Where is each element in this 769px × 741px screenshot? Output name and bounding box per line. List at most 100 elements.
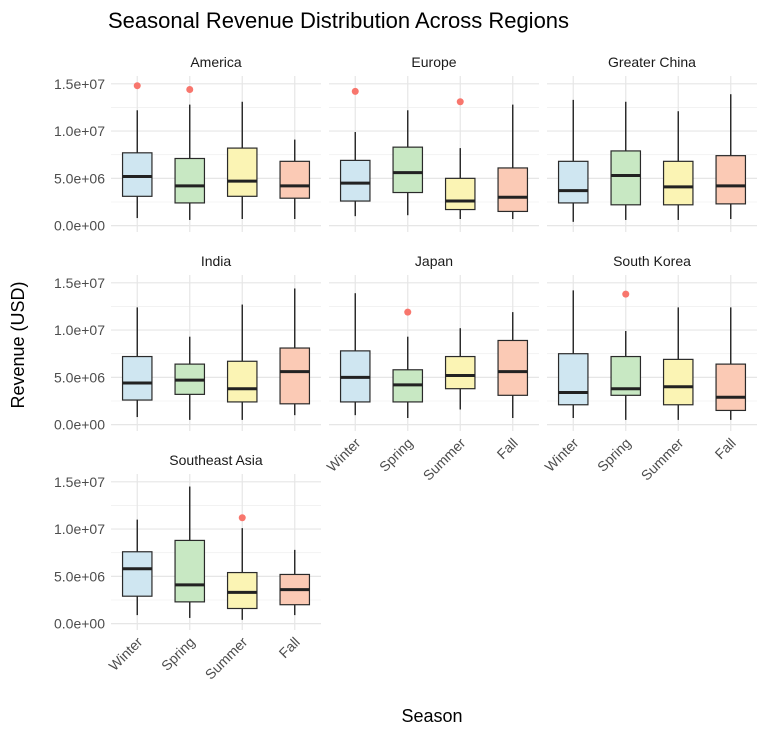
y-tick-label: 5.0e+06	[54, 568, 105, 584]
y-tick-label: 0.0e+00	[54, 218, 105, 234]
x-tick-label: Summer	[202, 634, 251, 683]
box-iqr	[557, 353, 589, 406]
box-spring	[174, 486, 206, 618]
outlier-point	[404, 308, 412, 316]
box-winter	[339, 293, 371, 416]
box-iqr	[662, 358, 694, 406]
outlier-point	[351, 87, 359, 95]
panel-title: Europe	[411, 54, 456, 70]
outlier-point	[133, 82, 141, 90]
chart-title: Seasonal Revenue Distribution Across Reg…	[108, 8, 569, 33]
box-iqr	[444, 355, 476, 390]
y-tick-label: 1.5e+07	[54, 275, 105, 291]
outlier-point	[456, 98, 464, 106]
box-winter	[339, 87, 371, 217]
y-tick-label: 0.0e+00	[54, 417, 105, 433]
box-iqr	[174, 157, 206, 204]
y-tick-label: 1.0e+07	[54, 322, 105, 338]
panel-europe: Europe	[329, 54, 539, 232]
outlier-point	[186, 85, 194, 93]
panel-india: India 0.0e+00 5.0e+06 1.0e+07 1.5e+07	[54, 253, 321, 433]
x-tick-label: Summer	[638, 435, 687, 484]
box-iqr	[174, 539, 206, 603]
box-summer	[226, 514, 258, 620]
box-fall	[279, 139, 311, 219]
panel-title: South Korea	[613, 253, 691, 269]
box-iqr	[610, 150, 642, 206]
box-summer	[226, 304, 258, 420]
box-iqr	[715, 363, 747, 412]
x-tick-label: Fall	[712, 435, 739, 462]
panel-title: Southeast Asia	[169, 452, 263, 468]
panel-south-korea: South Korea Winter Spring Summer Fall	[541, 253, 757, 484]
panel-japan: Japan Winter Spring Summer Fall	[323, 253, 539, 484]
y-tick-label: 0.0e+00	[54, 616, 105, 632]
box-iqr	[226, 360, 258, 403]
box-iqr	[121, 355, 153, 401]
y-axis-label: Revenue (USD)	[8, 281, 28, 408]
box-fall	[497, 104, 529, 219]
panel-southeast-asia: Southeast Asia 0.0e+00 5.0e+06 1.0e+07 1.5e+…	[54, 452, 321, 683]
x-tick-label: Fall	[494, 435, 521, 462]
panel-title: Japan	[415, 253, 453, 269]
box-summer	[662, 307, 694, 420]
x-tick-label: Summer	[420, 435, 469, 484]
box-iqr	[226, 571, 258, 610]
box-iqr	[279, 347, 311, 405]
x-tick-label: Spring	[594, 435, 634, 475]
box-iqr	[226, 147, 258, 197]
y-tick-label: 1.5e+07	[54, 474, 105, 490]
box-fall	[279, 288, 311, 416]
y-tick-label: 5.0e+06	[54, 369, 105, 385]
x-tick-label: Winter	[541, 435, 581, 475]
x-tick-label: Winter	[105, 634, 145, 674]
box-iqr	[715, 155, 747, 205]
box-spring	[174, 336, 206, 420]
panel-greater-china: Greater China	[547, 54, 757, 232]
box-iqr	[392, 146, 424, 194]
y-tick-label: 1.5e+07	[54, 76, 105, 92]
x-tick-label: Winter	[323, 435, 363, 475]
box-winter	[121, 307, 153, 418]
facet-panels: America 0.0e+00 5.0e+06 1.0e+07 1.5e+07 Europ…	[54, 54, 757, 683]
box-iqr	[121, 152, 153, 197]
box-summer	[662, 111, 694, 220]
y-tick-label: 1.0e+07	[54, 123, 105, 139]
panel-title: Greater China	[608, 54, 696, 70]
box-summer	[444, 328, 476, 410]
box-iqr	[444, 177, 476, 211]
box-winter	[557, 99, 589, 222]
box-summer	[226, 101, 258, 219]
box-summer	[444, 98, 476, 219]
box-iqr	[279, 160, 311, 199]
box-winter	[121, 82, 153, 219]
y-tick-label: 1.0e+07	[54, 521, 105, 537]
box-iqr	[497, 167, 529, 213]
panel-title: America	[190, 54, 242, 70]
panel-title: India	[201, 253, 232, 269]
y-tick-label: 5.0e+06	[54, 170, 105, 186]
box-iqr	[557, 160, 589, 204]
box-iqr	[497, 339, 529, 396]
x-tick-label: Spring	[158, 634, 198, 674]
box-iqr	[339, 159, 371, 202]
box-winter	[557, 290, 589, 418]
box-spring	[392, 110, 424, 216]
panel-america: America 0.0e+00 5.0e+06 1.0e+07 1.5e+07	[54, 54, 321, 234]
outlier-point	[622, 290, 630, 298]
outlier-point	[238, 514, 246, 522]
x-axis-label: Season	[401, 706, 462, 726]
box-iqr	[121, 551, 153, 597]
box-fall	[497, 312, 529, 418]
x-tick-label: Fall	[276, 634, 303, 661]
box-spring	[610, 101, 642, 220]
box-spring	[610, 290, 642, 420]
box-spring	[174, 85, 206, 220]
box-fall	[715, 94, 747, 219]
box-spring	[392, 308, 424, 418]
x-tick-label: Spring	[376, 435, 416, 475]
box-winter	[121, 519, 153, 616]
box-iqr	[662, 160, 694, 206]
